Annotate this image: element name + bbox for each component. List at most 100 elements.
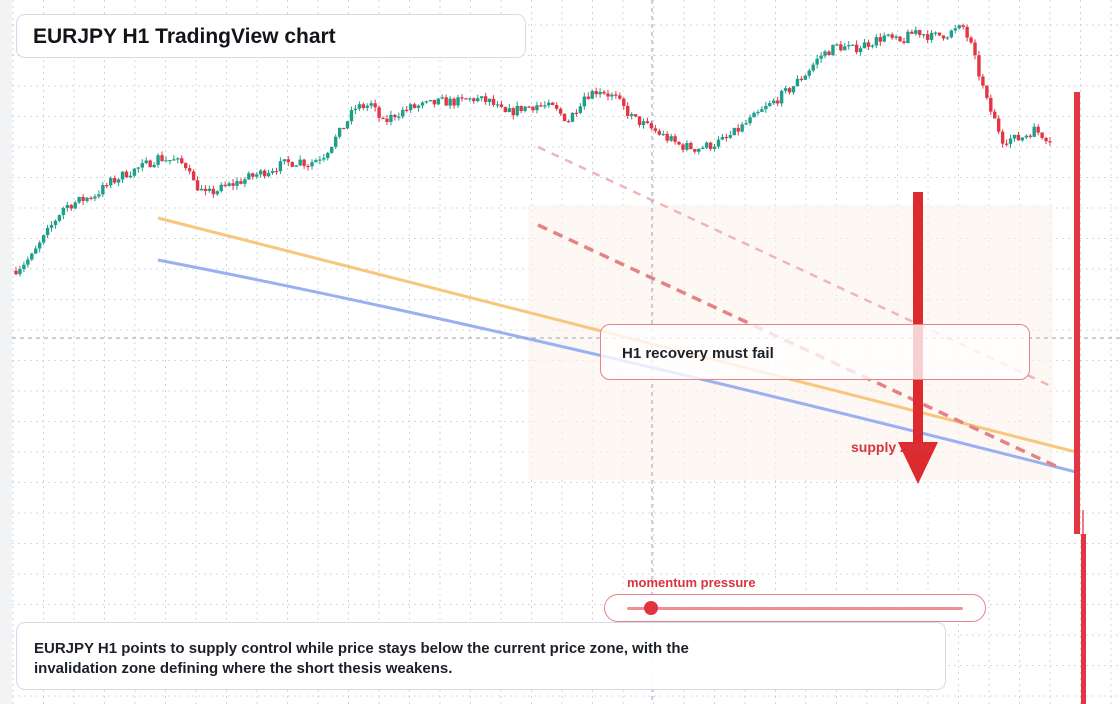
candle-bearish [341,127,346,130]
candle-bullish [582,96,587,107]
candle-bullish [831,44,835,56]
candle-bearish [105,184,109,187]
candle-bullish [752,112,756,118]
candle-bullish [807,70,811,76]
candle-bullish [401,109,405,117]
candle-bullish [97,194,101,197]
recovery-callout: H1 recovery must fail [600,324,1030,380]
candle-bullish [243,179,247,184]
candle-bullish [369,103,373,106]
candle-bearish [554,104,559,109]
candle-bullish [408,104,413,111]
candle-bearish [432,99,437,105]
candle-bullish [116,179,121,183]
candle-bullish [85,197,89,201]
candle-bullish [168,160,172,162]
candle-bearish [412,104,417,108]
candle-bearish [491,98,496,105]
candle-bearish [866,42,871,47]
candle-bullish [515,105,519,116]
candle-bullish [73,202,77,209]
candle-bearish [231,183,235,186]
candle-bullish [18,268,22,275]
candle-bullish [543,105,547,107]
candle-bearish [361,104,365,108]
momentum-knob[interactable] [643,601,658,615]
candle-bullish [37,242,42,249]
candle-bearish [373,103,377,108]
candle-bearish [898,36,902,42]
candle-bullish [906,31,910,43]
candle-bearish [614,94,618,96]
candle-bearish [839,44,843,51]
candle-bullish [333,136,338,147]
candle-bearish [645,121,650,123]
candle-bearish [937,32,942,36]
candle-bullish [1012,134,1017,139]
candle-bullish [314,160,318,163]
candle-bearish [594,91,598,95]
candle-bullish [345,121,350,129]
candle-bullish [140,163,144,168]
candle-bearish [787,88,792,93]
candle-bearish [910,31,914,34]
candle-bearish [551,102,555,105]
candle-bearish [503,107,508,113]
candle-bearish [637,116,642,125]
candle-bullish [255,174,259,177]
candle-bearish [160,155,164,161]
candle-bearish [89,197,93,199]
candle-bearish [393,114,397,118]
candle-bullish [823,51,827,56]
candle-bearish [566,121,571,123]
candle-bullish [318,159,322,161]
candle-bearish [148,160,152,168]
candle-bearish [452,98,456,106]
candle-bullish [744,123,748,125]
candle-bullish [704,142,709,148]
candle-bullish [1032,126,1036,137]
candle-bullish [337,127,342,137]
candle-bearish [602,91,606,94]
candle-bearish [665,133,669,141]
candle-bearish [775,100,780,104]
candle-bearish [472,98,476,102]
candle-bearish [878,37,882,42]
candle-bullish [298,159,302,166]
candle-bullish [953,28,957,31]
candle-bearish [1048,141,1052,143]
candle-bearish [499,104,504,108]
candle-bearish [519,105,523,111]
candle-bullish [629,114,634,116]
current-price-candle-lower [1081,534,1086,704]
candle-bullish [34,248,38,254]
candle-bullish [330,146,334,153]
candle-bearish [1004,143,1009,145]
candle-bearish [1036,126,1040,133]
candle-bullish [760,109,764,112]
candle-bullish [247,173,251,180]
momentum-pressure-slider[interactable] [604,594,986,622]
candle-bearish [180,158,184,164]
callout-text: H1 recovery must fail [622,345,774,362]
candle-bearish [195,180,200,191]
candle-bearish [112,178,117,183]
candle-bullish [22,264,26,269]
candle-bullish [278,161,283,172]
candle-bullish [93,196,97,199]
candle-bearish [708,142,713,149]
candle-bearish [306,165,310,168]
candle-bearish [633,114,638,117]
candle-bullish [862,42,867,49]
candle-bullish [945,37,950,39]
candle-bearish [586,96,590,99]
candle-bearish [483,96,488,102]
candle-bearish [689,143,693,150]
candle-bullish [152,164,156,168]
candle-bearish [1016,134,1021,141]
candle-bullish [843,46,847,51]
candle-bullish [547,102,551,106]
candle-bullish [57,215,62,221]
candle-bearish [558,108,563,114]
candle-bullish [685,143,689,150]
